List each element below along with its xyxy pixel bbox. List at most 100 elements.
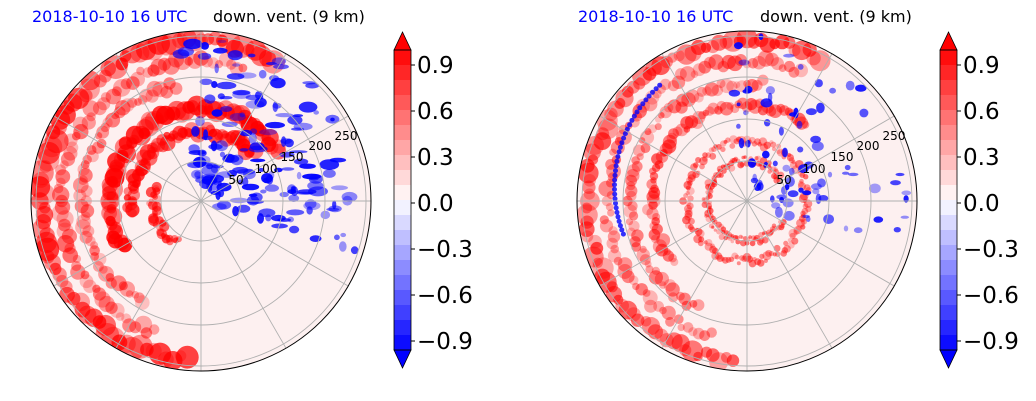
red-patch: [716, 100, 727, 111]
red-patch: [711, 84, 724, 97]
red-patch: [701, 201, 709, 208]
blue-patch: [307, 181, 324, 191]
radial-tick-label: 50: [228, 173, 243, 187]
chart-panel-left: 2018-10-10 16 UTC down. vent. (9 km) 50 1…: [30, 7, 473, 372]
red-patch: [663, 279, 676, 292]
blue-patch: [271, 223, 288, 229]
blue-patch: [239, 148, 249, 152]
red-patch: [685, 191, 690, 196]
red-patch: [121, 313, 132, 324]
blue-patch: [287, 216, 295, 223]
red-patch: [79, 89, 93, 103]
blue-patch: [613, 205, 619, 211]
red-patch: [705, 239, 713, 247]
blue-patch: [241, 183, 260, 191]
red-patch: [61, 228, 77, 244]
blue-patch: [220, 106, 233, 112]
red-patch: [745, 98, 758, 111]
colorbar-segment: [394, 95, 411, 111]
blue-patch: [798, 187, 804, 193]
red-patch: [698, 111, 707, 120]
blue-patch: [341, 191, 358, 202]
colorbar-segment: [940, 185, 957, 201]
red-patch: [632, 282, 640, 291]
colorbar-tick-label: 0.6: [417, 99, 454, 125]
red-patch: [679, 66, 696, 82]
grid-spoke: [200, 115, 349, 202]
red-patch: [621, 85, 634, 98]
red-patch: [678, 292, 691, 305]
red-patch: [770, 141, 777, 148]
blue-patch: [246, 199, 264, 204]
colorbar-segment: [940, 200, 957, 216]
red-patch: [699, 330, 710, 341]
red-patch: [71, 260, 82, 272]
red-patch: [105, 112, 121, 128]
blue-patch: [214, 63, 219, 74]
colorbar-segment: [940, 215, 957, 231]
red-patch: [606, 237, 619, 250]
colorbar-segment: [394, 230, 411, 246]
red-patch: [626, 169, 640, 183]
blue-patch: [197, 52, 212, 60]
blue-patch: [802, 190, 812, 196]
grid-spoke: [746, 200, 833, 349]
blue-patch: [313, 110, 320, 115]
red-patch: [631, 242, 642, 252]
blue-patch: [258, 69, 267, 79]
radial-tick-label: 100: [803, 162, 826, 176]
red-patch: [610, 244, 619, 254]
colorbar-segment: [394, 290, 411, 306]
blue-patch: [265, 121, 285, 129]
red-patch: [623, 204, 638, 218]
red-patch: [613, 256, 623, 266]
red-patch: [737, 161, 745, 169]
red-patch: [74, 301, 91, 318]
red-patch: [763, 258, 768, 263]
blue-patch: [787, 190, 799, 198]
red-patch: [626, 190, 637, 202]
red-patch: [783, 36, 796, 49]
red-patch: [704, 179, 712, 187]
red-patch: [80, 270, 90, 280]
blue-patch: [339, 241, 347, 252]
red-patch: [799, 178, 804, 184]
blue-patch: [287, 189, 297, 195]
red-patch: [93, 74, 107, 88]
red-patch: [687, 180, 693, 186]
grid-spoke: [599, 115, 748, 202]
blue-patch: [738, 59, 750, 66]
red-patch: [628, 275, 639, 286]
colorbar-tick-label: −0.9: [417, 329, 473, 355]
blue-patch: [745, 139, 751, 148]
blue-patch: [216, 182, 232, 192]
red-patch: [726, 354, 740, 367]
grid-spoke: [200, 200, 349, 287]
polar-grid: [31, 31, 371, 371]
blue-patch: [320, 210, 331, 220]
red-patch: [649, 171, 659, 181]
colorbar-segment: [394, 275, 411, 291]
blue-patch: [612, 191, 618, 197]
red-patch: [709, 152, 717, 160]
red-patch: [757, 50, 774, 67]
red-patch: [768, 250, 775, 257]
red-patch: [590, 241, 604, 255]
red-patch: [136, 119, 154, 137]
red-patch: [162, 57, 180, 75]
colorbar-segment: [940, 275, 957, 291]
red-patch: [659, 281, 667, 289]
red-patch: [771, 57, 784, 71]
blue-patch: [752, 173, 757, 182]
red-patch: [72, 116, 88, 132]
grid-spoke: [661, 200, 748, 349]
blue-patch: [743, 110, 749, 116]
red-patch: [147, 142, 158, 154]
red-patch: [743, 236, 748, 241]
red-patch: [599, 219, 614, 233]
blue-patch: [796, 120, 803, 129]
blue-patch: [612, 177, 618, 183]
colorbar-extend-top: [393, 31, 412, 51]
red-patch: [778, 64, 787, 72]
